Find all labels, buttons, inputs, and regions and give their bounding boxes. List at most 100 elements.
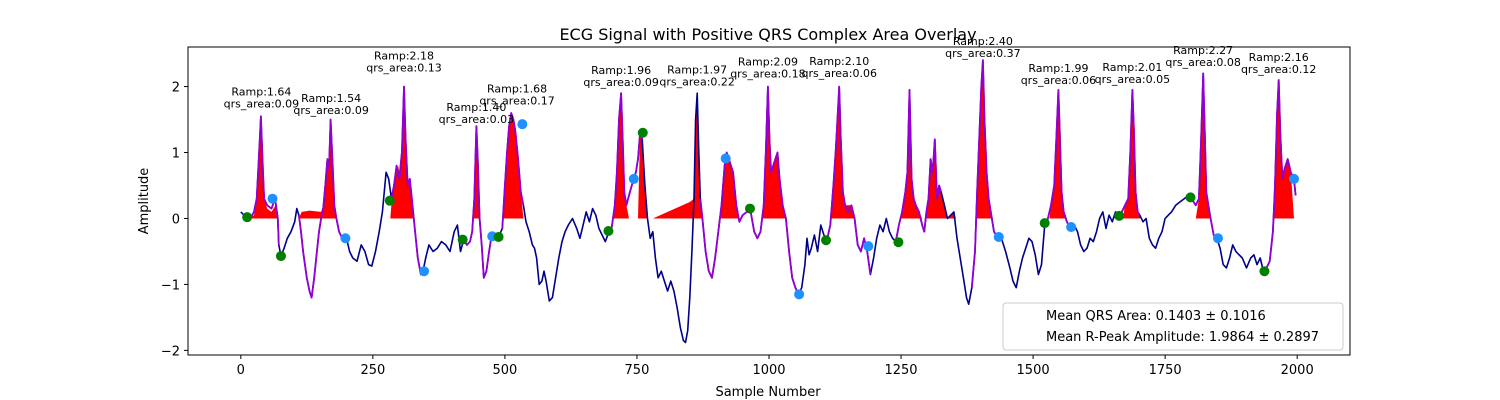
x-tick-label-7: 1750 — [1149, 363, 1182, 378]
qrs-segment-line-2 — [390, 85, 424, 276]
legend-entry-qrs-area: Mean QRS Area: 0.1403 ± 0.1016 — [1046, 309, 1266, 324]
peak-annotation-ramp-9: Ramp:2.40 — [953, 35, 1013, 48]
qrs-segment-line-5 — [608, 92, 644, 233]
x-tick-label-2: 500 — [492, 363, 517, 378]
qrs-segment-line-3 — [462, 125, 496, 279]
x-tick-label-0: 0 — [237, 363, 245, 378]
offset-marker-0 — [242, 212, 253, 223]
qrs-segment-line-12 — [1118, 89, 1141, 216]
y-tick-label-0: −2 — [161, 344, 180, 359]
peak-annotation-area-12: qrs_area:0.08 — [1165, 56, 1240, 69]
y-tick-label-4: 2 — [172, 81, 180, 96]
offset-marker-12 — [1185, 192, 1196, 203]
legend-entry-r-peak: Mean R-Peak Amplitude: 1.9864 ± 0.2897 — [1046, 330, 1319, 345]
offset-marker-5 — [603, 226, 614, 237]
qrs-segment-line-4 — [501, 112, 525, 229]
x-tick-label-3: 750 — [625, 363, 650, 378]
peak-annotation-area-3: qrs_area:0.03 — [439, 113, 514, 126]
qrs-area-fill-16 — [1195, 73, 1211, 219]
peak-annotation-ramp-7: Ramp:2.09 — [738, 56, 798, 69]
peak-annotation-ramp-6: Ramp:1.97 — [667, 64, 727, 77]
peak-annotation-ramp-0: Ramp:1.64 — [231, 85, 291, 98]
peak-annotation-ramp-2: Ramp:2.18 — [374, 50, 434, 63]
peak-annotation-area-1: qrs_area:0.09 — [293, 104, 368, 117]
onset-marker-7 — [794, 289, 805, 300]
onset-marker-10 — [1066, 222, 1077, 233]
peak-annotation-area-10: qrs_area:0.06 — [1021, 74, 1096, 87]
peak-annotation-area-2: qrs_area:0.13 — [366, 62, 441, 75]
peak-annotation-ramp-1: Ramp:1.54 — [301, 92, 361, 105]
peak-annotation-area-5: qrs_area:0.09 — [583, 76, 658, 89]
peak-annotation-area-8: qrs_area:0.06 — [802, 67, 877, 80]
offset-marker-2 — [384, 195, 395, 206]
qrs-segment-line-11 — [1043, 89, 1071, 229]
qrs-area-fill-12 — [925, 139, 956, 219]
peak-annotation-ramp-5: Ramp:1.96 — [591, 64, 651, 77]
x-tick-label-1: 250 — [360, 363, 385, 378]
offset-marker-9 — [893, 237, 904, 248]
peak-annotation-ramp-4: Ramp:1.68 — [487, 83, 547, 96]
qrs-segment-line-8 — [826, 85, 872, 275]
x-axis-label: Sample Number — [715, 385, 821, 400]
offset-marker-1 — [275, 251, 286, 262]
peak-annotation-ramp-11: Ramp:2.01 — [1102, 61, 1162, 74]
qrs-area-fill-14 — [1049, 89, 1066, 219]
qrs-segment-line-7 — [749, 85, 800, 295]
x-axis: 0 250 500 750 1000 1250 1500 1750 2000 — [237, 355, 1314, 378]
offset-marker-8 — [821, 235, 832, 246]
qrs-segment-line-14 — [1265, 79, 1297, 269]
peak-annotation-area-9: qrs_area:0.37 — [945, 47, 1020, 60]
x-tick-label-5: 1250 — [884, 363, 917, 378]
qrs-area-fill-1 — [298, 119, 337, 219]
offset-marker-7 — [744, 203, 755, 214]
peak-annotation-ramp-3: Ramp:1.40 — [446, 101, 506, 114]
onset-marker-4 — [517, 119, 528, 130]
chart-title: ECG Signal with Positive QRS Complex Are… — [559, 25, 976, 44]
onset-marker-5 — [628, 173, 639, 184]
y-tick-label-2: 0 — [172, 212, 180, 227]
offset-marker-11 — [1114, 210, 1125, 221]
qrs-segment-line-9 — [894, 89, 943, 242]
offset-marker-4 — [493, 231, 504, 242]
onset-marker-0 — [267, 193, 278, 204]
x-tick-label-6: 1500 — [1017, 363, 1050, 378]
peak-annotation-area-0: qrs_area:0.09 — [224, 97, 299, 110]
peak-annotation-ramp-13: Ramp:2.16 — [1249, 51, 1309, 64]
onset-marker-1 — [340, 233, 351, 244]
offset-marker-10 — [1039, 218, 1050, 229]
qrs-area-fill-5 — [613, 93, 629, 219]
peak-annotation-area-4: qrs_area:0.17 — [479, 95, 554, 108]
qrs-area-fill-17 — [1272, 80, 1294, 219]
offset-marker-6 — [637, 127, 648, 138]
onset-marker-11 — [1212, 233, 1223, 244]
legend: Mean QRS Area: 0.1403 ± 0.1016 Mean R-Pe… — [1002, 302, 1344, 351]
peak-annotation-area-7: qrs_area:0.18 — [730, 68, 805, 81]
qrs-segment-line-0 — [249, 115, 280, 245]
qrs-area-fill-15 — [1122, 89, 1141, 219]
onset-marker-9 — [993, 231, 1004, 242]
onset-marker-6 — [720, 153, 731, 164]
peak-annotation-area-13: qrs_area:0.12 — [1241, 63, 1316, 76]
y-axis-label: Amplitude — [137, 168, 152, 235]
peak-annotation-area-6: qrs_area:0.22 — [659, 76, 734, 89]
qrs-segment-line-13 — [1190, 72, 1218, 239]
peak-annotation-area-11: qrs_area:0.05 — [1095, 73, 1170, 86]
qrs-segment-line-1 — [298, 118, 347, 299]
x-tick-label-4: 1000 — [752, 363, 785, 378]
y-tick-label-1: −1 — [161, 278, 180, 293]
legend-frame — [1002, 302, 1344, 351]
qrs-area-fill-10 — [831, 86, 855, 219]
qrs-segment-line-10 — [970, 59, 998, 288]
qrs-segment-line-6 — [699, 151, 748, 279]
peak-annotation-ramp-10: Ramp:1.99 — [1028, 62, 1088, 75]
peak-annotation-ramp-8: Ramp:2.10 — [809, 55, 869, 68]
offset-marker-13 — [1259, 266, 1270, 277]
y-axis: −2 −1 0 1 2 — [161, 81, 188, 359]
offset-marker-3 — [457, 234, 468, 245]
onset-marker-2 — [419, 266, 430, 277]
y-tick-label-3: 1 — [172, 147, 180, 162]
onset-marker-8 — [863, 241, 874, 252]
onset-marker-12 — [1289, 173, 1300, 184]
